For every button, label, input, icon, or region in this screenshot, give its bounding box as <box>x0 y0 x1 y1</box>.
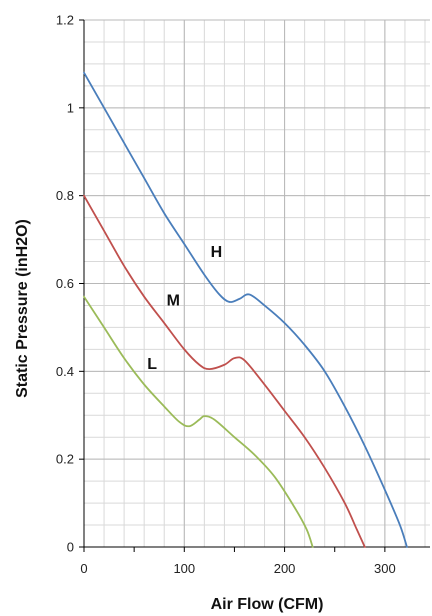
axes <box>79 19 430 552</box>
x-tick-label: 200 <box>274 561 296 576</box>
series-line-l <box>83 295 314 548</box>
y-tick-label: 0.6 <box>56 276 74 291</box>
series-label-l: L <box>147 356 157 373</box>
series-label-m: M <box>167 292 180 309</box>
y-tick-label: 0 <box>67 540 74 555</box>
y-tick-label: 0.4 <box>56 364 74 379</box>
series-line-h <box>83 71 408 548</box>
series-line-m <box>83 194 366 548</box>
x-tick-label: 0 <box>80 561 87 576</box>
tick-labels: 0 0.2 0.4 0.6 0.8 1 1.2 0 100 200 300 <box>56 13 396 577</box>
series-labels: H M L <box>147 244 222 373</box>
x-axis-title: Air Flow (CFM) <box>211 596 324 613</box>
y-tick-label: 1 <box>67 100 74 115</box>
y-tick-label: 1.2 <box>56 13 74 28</box>
series-lines <box>83 71 408 548</box>
y-axis-title: Static Pressure (inH2O) <box>14 219 31 398</box>
y-tick-label: 0.2 <box>56 452 74 467</box>
y-tick-label: 0.8 <box>56 188 74 203</box>
x-tick-label: 300 <box>374 561 396 576</box>
major-gridlines <box>84 19 430 547</box>
series-label-h: H <box>211 244 223 261</box>
x-tick-label: 100 <box>173 561 195 576</box>
